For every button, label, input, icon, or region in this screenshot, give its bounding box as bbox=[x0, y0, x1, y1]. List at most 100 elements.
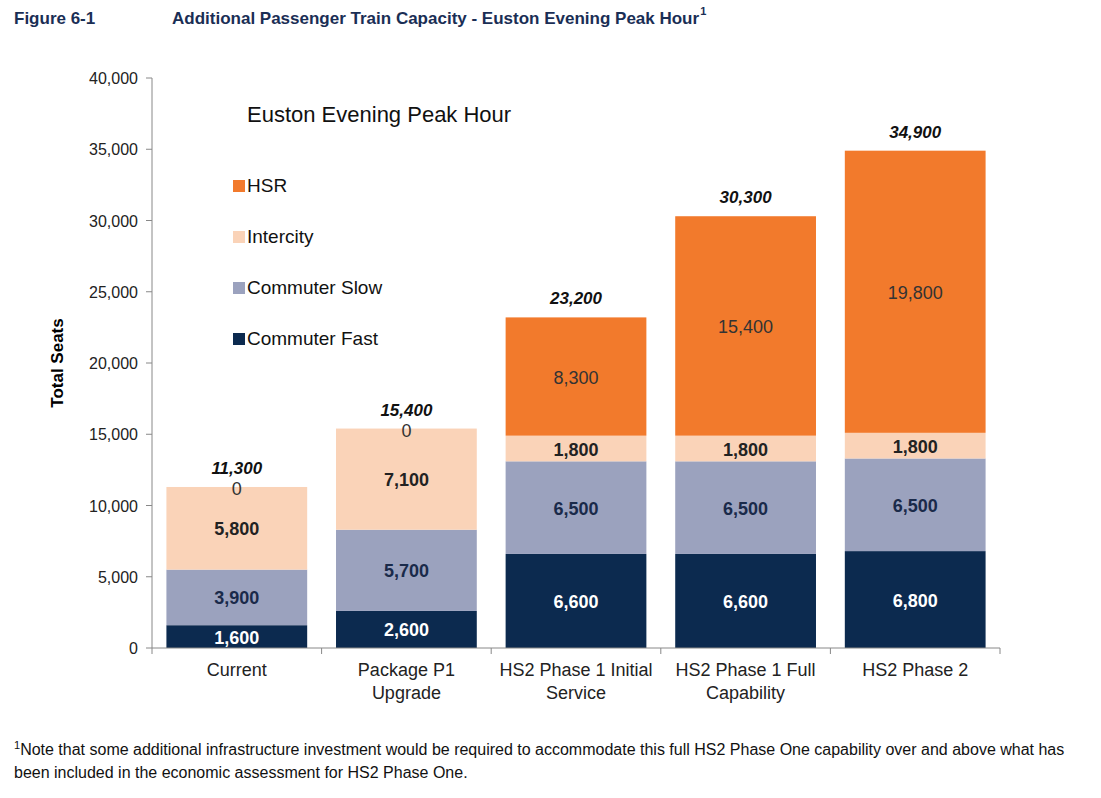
bar-segment bbox=[166, 625, 307, 648]
x-tick bbox=[830, 648, 831, 654]
x-tick-label-line: Package P1 bbox=[358, 660, 455, 680]
legend-swatch bbox=[233, 333, 245, 345]
x-tick-label: Package P1 Upgrade bbox=[358, 660, 455, 703]
total-label: 23,200 bbox=[549, 289, 603, 308]
x-tick-label: HS2 Phase 1 Full Capability bbox=[676, 660, 816, 703]
data-label: 6,500 bbox=[893, 496, 938, 516]
bar-segment bbox=[845, 551, 986, 648]
legend-label: HSR bbox=[247, 175, 287, 196]
footnote-text: Note that some additional infrastructure… bbox=[14, 741, 1064, 781]
legend-swatch bbox=[233, 231, 245, 243]
data-label: 2,600 bbox=[384, 620, 429, 640]
x-tick-label-line: Upgrade bbox=[372, 683, 441, 703]
y-tick bbox=[146, 648, 152, 649]
y-tick-label: 40,000 bbox=[89, 70, 138, 87]
bar-segment bbox=[336, 530, 477, 611]
y-tick-label: 15,000 bbox=[89, 426, 138, 443]
data-label: 8,300 bbox=[553, 368, 598, 388]
y-tick-label: 5,000 bbox=[98, 569, 138, 586]
data-label: 6,500 bbox=[723, 499, 768, 519]
y-axis bbox=[152, 78, 153, 648]
x-tick-label-line: Capability bbox=[706, 683, 785, 703]
y-tick bbox=[146, 149, 152, 150]
data-labels: 1,600 2,600 6,600 6,600 6,800 3,900 5,700 6,500… bbox=[211, 123, 942, 648]
bar-segment bbox=[506, 554, 647, 648]
x-tick bbox=[660, 648, 661, 654]
bar-segment bbox=[506, 461, 647, 554]
data-label: 7,100 bbox=[384, 470, 429, 490]
y-tick-label: 25,000 bbox=[89, 284, 138, 301]
total-label: 15,400 bbox=[380, 401, 433, 420]
data-label: 6,600 bbox=[553, 592, 598, 612]
legend-label: Commuter Slow bbox=[247, 277, 382, 298]
data-label: 1,800 bbox=[893, 437, 938, 457]
y-tick bbox=[146, 291, 152, 292]
y-tick bbox=[146, 220, 152, 221]
bar-segment bbox=[166, 487, 307, 570]
x-tick-label: HS2 Phase 2 bbox=[862, 660, 968, 680]
subtitle: Euston Evening Peak Hour bbox=[247, 102, 511, 127]
x-tick-label-line: HS2 Phase 1 Full bbox=[676, 660, 816, 680]
bar-segment bbox=[675, 554, 816, 648]
bar-segment bbox=[845, 433, 986, 459]
x-tick-label-line: HS2 Phase 1 Initial bbox=[499, 660, 652, 680]
y-tick-label: 30,000 bbox=[89, 213, 138, 230]
legend-swatch bbox=[233, 180, 245, 192]
bar-segment bbox=[845, 151, 986, 433]
y-tick-label: 35,000 bbox=[89, 141, 138, 158]
x-tick-label: Current bbox=[207, 660, 267, 680]
total-label: 30,300 bbox=[720, 188, 773, 207]
footnote: 1Note that some additional infrastructur… bbox=[14, 738, 1094, 784]
y-axis-label: Total Seats bbox=[48, 318, 67, 407]
x-tick-label: HS2 Phase 1 Initial Service bbox=[499, 660, 652, 703]
x-tick bbox=[491, 648, 492, 654]
y-tick bbox=[146, 434, 152, 435]
bar-segment bbox=[675, 461, 816, 554]
data-label: 15,400 bbox=[718, 317, 773, 337]
bar-segment bbox=[336, 429, 477, 530]
bar-segment bbox=[845, 458, 986, 551]
x-tick bbox=[321, 648, 322, 654]
bar-segment bbox=[506, 436, 647, 462]
y-tick bbox=[146, 363, 152, 364]
figure-label: Figure 6-1 bbox=[14, 9, 95, 28]
title-marker: 1 bbox=[700, 5, 706, 17]
x-tick-label-line: Current bbox=[207, 660, 267, 680]
data-label: 1,600 bbox=[214, 628, 259, 648]
footnote-marker: 1 bbox=[14, 739, 20, 751]
x-tick bbox=[1000, 648, 1001, 654]
x-tick-label-line: HS2 Phase 2 bbox=[862, 660, 968, 680]
total-label: 34,900 bbox=[889, 123, 942, 142]
y-tick-label: 0 bbox=[129, 640, 138, 657]
data-label: 1,800 bbox=[723, 440, 768, 460]
bar-segment bbox=[166, 570, 307, 626]
y-tick-label: 10,000 bbox=[89, 498, 138, 515]
bar-segment bbox=[675, 216, 816, 435]
data-label: 6,600 bbox=[723, 592, 768, 612]
total-label: 11,300 bbox=[211, 459, 262, 478]
bars bbox=[166, 151, 985, 648]
data-label: 6,800 bbox=[893, 591, 938, 611]
data-label: 6,500 bbox=[553, 499, 598, 519]
legend: HSR Intercity Commuter Slow Commuter Fast bbox=[233, 175, 382, 349]
x-tick bbox=[152, 648, 153, 654]
legend-label: Intercity bbox=[247, 226, 314, 247]
legend-swatch bbox=[233, 282, 245, 294]
data-label: 0 bbox=[232, 479, 242, 499]
bar-segment bbox=[506, 317, 647, 435]
data-label: 1,800 bbox=[553, 440, 598, 460]
y-tick bbox=[146, 576, 152, 577]
x-axis bbox=[152, 648, 1000, 649]
legend-label: Commuter Fast bbox=[247, 328, 379, 349]
y-tick bbox=[146, 78, 152, 79]
x-tick-label-line: Service bbox=[546, 683, 606, 703]
bar-segment bbox=[336, 611, 477, 648]
data-label: 3,900 bbox=[214, 588, 259, 608]
y-tick bbox=[146, 505, 152, 506]
data-label: 5,700 bbox=[384, 561, 429, 581]
title: Additional Passenger Train Capacity - Eu… bbox=[172, 9, 700, 28]
y-tick-label: 20,000 bbox=[89, 355, 138, 372]
data-label: 19,800 bbox=[888, 283, 943, 303]
bar-segment bbox=[675, 436, 816, 462]
data-label: 5,800 bbox=[214, 519, 259, 539]
